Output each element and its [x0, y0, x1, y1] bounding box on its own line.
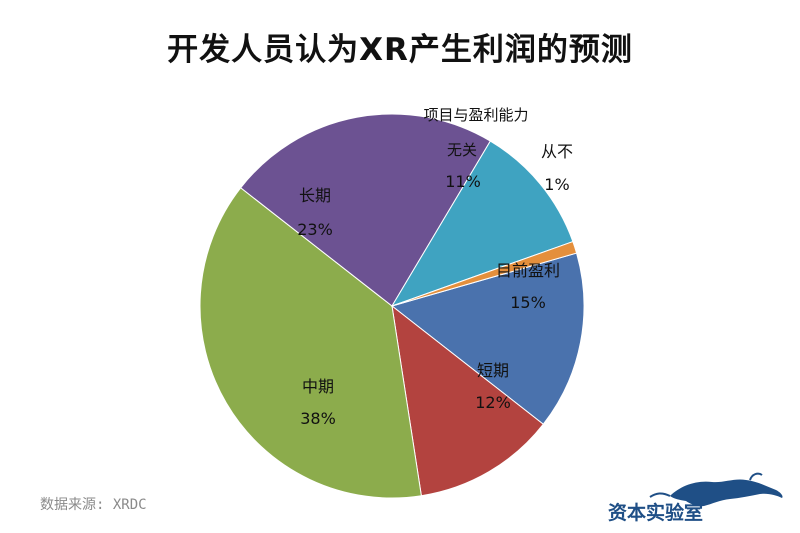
- pie-slice-5: [391, 240, 578, 307]
- slice-value-unrelated: 11%: [445, 172, 481, 191]
- pie-labels: 目前盈利 15% 短期 12% 中期 38% 长期 23% 项目与盈利能力 无关…: [297, 106, 573, 428]
- pie-slice-1: [391, 304, 545, 497]
- slice-label-mid: 中期: [302, 377, 334, 396]
- slice-label-never: 从不: [541, 142, 573, 161]
- pie-slices: [199, 113, 585, 499]
- slice-label-long: 长期: [299, 186, 331, 205]
- slice-value-long: 23%: [297, 220, 333, 239]
- slice-label-current: 目前盈利: [496, 261, 560, 280]
- brand-logo-text: 资本实验室: [608, 502, 704, 524]
- slice-value-current: 15%: [510, 293, 546, 312]
- pie-slice-0: [390, 252, 585, 425]
- pie-slice-4: [390, 140, 574, 307]
- brand-logo: 资本实验室: [600, 468, 790, 528]
- slice-label-unrelated-line1: 项目与盈利能力: [423, 106, 528, 124]
- slice-label-unrelated-line2: 无关: [447, 141, 477, 159]
- data-source-note: 数据来源: XRDC: [40, 497, 147, 513]
- pie-slice-2: [199, 187, 422, 499]
- slice-value-mid: 38%: [300, 409, 336, 428]
- slice-label-short: 短期: [477, 361, 509, 380]
- leopard-icon: [649, 472, 783, 507]
- slice-value-short: 12%: [475, 393, 511, 412]
- chart-title: 开发人员认为XR产生利润的预测: [167, 32, 633, 68]
- slice-value-never: 1%: [544, 175, 569, 194]
- pie-slice-3: [239, 113, 491, 307]
